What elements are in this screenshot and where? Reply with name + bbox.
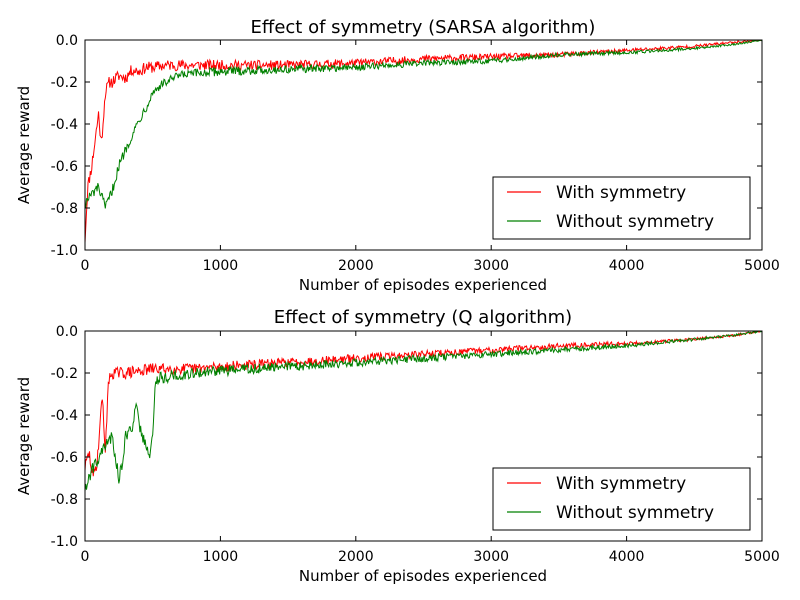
- y-tick-label: -1.0: [51, 534, 78, 550]
- plot-area-sarsa: [85, 40, 762, 243]
- ticks-q: [84, 330, 763, 542]
- legend-sarsa: With symmetry Without symmetry: [492, 176, 751, 240]
- x-tick-labels-sarsa: 0 1000 2000 3000 4000 5000: [81, 258, 780, 274]
- series-line-without-symmetry: [85, 331, 762, 492]
- y-tick-label: -1.0: [51, 243, 78, 259]
- y-tick-labels-sarsa: -1.0 -0.8 -0.6 -0.4 -0.2 0.0: [51, 33, 78, 259]
- series-line-with-symmetry: [85, 40, 762, 243]
- legend-box: [492, 467, 751, 531]
- legend-label-with-symmetry: With symmetry: [556, 183, 686, 203]
- x-axis-label-q: Number of episodes experienced: [299, 567, 547, 585]
- legend-q: With symmetry Without symmetry: [492, 467, 751, 531]
- x-tick-label: 0: [81, 258, 90, 274]
- y-tick-label: 0.0: [56, 33, 78, 49]
- y-tick-label: -0.2: [51, 366, 78, 382]
- x-tick-label: 4000: [609, 258, 645, 274]
- legend-label-with-symmetry: With symmetry: [556, 474, 686, 494]
- series-line-without-symmetry: [85, 40, 762, 209]
- legend-label-without-symmetry: Without symmetry: [556, 212, 714, 232]
- x-tick-label: 5000: [744, 549, 780, 565]
- y-tick-label: -0.4: [51, 408, 78, 424]
- y-tick-label: -0.6: [51, 450, 78, 466]
- y-axis-label-sarsa: Average reward: [15, 86, 33, 204]
- ticks-sarsa: [84, 39, 763, 251]
- y-tick-label: -0.8: [51, 201, 78, 217]
- x-tick-label: 4000: [609, 549, 645, 565]
- y-tick-label: 0.0: [56, 324, 78, 340]
- y-tick-label: -0.2: [51, 75, 78, 91]
- x-tick-label: 0: [81, 549, 90, 565]
- x-tick-label: 1000: [203, 549, 239, 565]
- axes-frame-q: [84, 330, 763, 542]
- x-tick-label: 2000: [338, 549, 374, 565]
- plot-area-q: [85, 331, 762, 492]
- legend-box: [492, 176, 751, 240]
- x-tick-label: 3000: [473, 549, 509, 565]
- subplot-sarsa: Effect of symmetry (SARSA algorithm) 0 1…: [15, 17, 780, 294]
- y-axis-label-q: Average reward: [15, 377, 33, 495]
- x-tick-label: 5000: [744, 258, 780, 274]
- legend-label-without-symmetry: Without symmetry: [556, 503, 714, 523]
- subplot-q: Effect of symmetry (Q algorithm) 0 1000 …: [15, 307, 780, 585]
- x-tick-label: 1000: [203, 258, 239, 274]
- subplot-q-title: Effect of symmetry (Q algorithm): [274, 307, 572, 328]
- y-tick-label: -0.8: [51, 492, 78, 508]
- y-tick-label: -0.4: [51, 117, 78, 133]
- x-tick-label: 3000: [473, 258, 509, 274]
- axes-frame-sarsa: [84, 39, 763, 251]
- subplot-sarsa-title: Effect of symmetry (SARSA algorithm): [251, 17, 596, 38]
- y-tick-label: -0.6: [51, 159, 78, 175]
- x-tick-labels-q: 0 1000 2000 3000 4000 5000: [81, 549, 780, 565]
- y-tick-labels-q: -1.0 -0.8 -0.6 -0.4 -0.2 0.0: [51, 324, 78, 550]
- x-tick-label: 2000: [338, 258, 374, 274]
- x-axis-label-sarsa: Number of episodes experienced: [299, 276, 547, 294]
